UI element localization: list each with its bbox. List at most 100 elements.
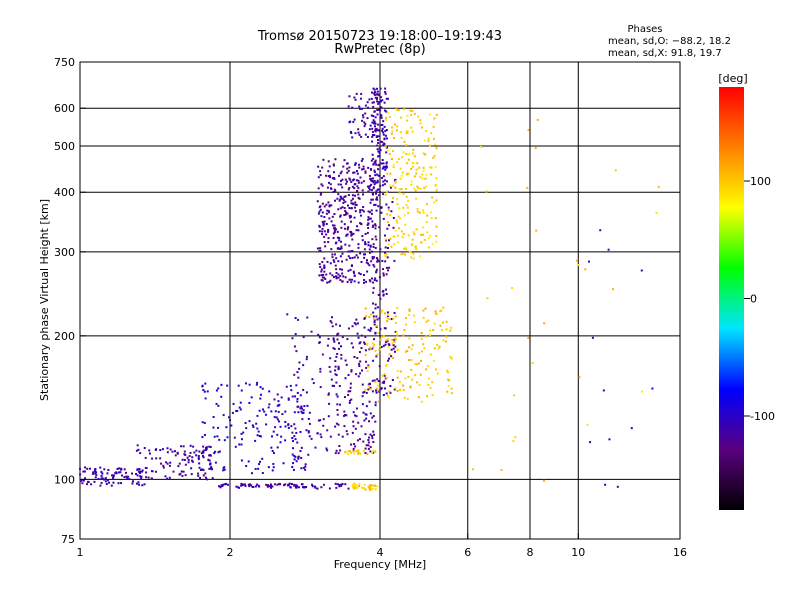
echo-point	[340, 179, 343, 182]
colorbar-tick-label: 0	[750, 293, 757, 306]
echo-point	[355, 92, 358, 95]
echo-point	[155, 448, 158, 451]
echo-point	[258, 460, 261, 463]
echo-point	[334, 264, 337, 267]
echo-point	[414, 363, 417, 366]
echo-point	[330, 248, 333, 251]
echo-point	[316, 200, 319, 203]
echo-point	[369, 487, 372, 490]
echo-point	[217, 387, 220, 390]
echo-point	[374, 277, 377, 280]
echo-point	[352, 425, 355, 428]
echo-point	[343, 425, 346, 428]
echo-point	[291, 465, 294, 468]
echo-point	[374, 130, 377, 133]
echo-point	[344, 359, 347, 362]
echo-point	[389, 385, 392, 388]
echo-point	[340, 196, 343, 199]
echo-point	[351, 185, 354, 188]
echo-point	[357, 421, 360, 424]
echo-point	[238, 406, 241, 409]
echo-point	[265, 483, 268, 486]
y-tick-label: 300	[54, 246, 75, 259]
echo-point	[380, 345, 383, 348]
echo-point	[390, 348, 393, 351]
echo-point	[441, 321, 444, 324]
echo-point	[408, 359, 411, 362]
echo-point	[352, 487, 355, 490]
echo-point	[317, 165, 320, 168]
echo-point	[174, 454, 177, 457]
echo-point	[371, 390, 374, 393]
echo-point	[336, 338, 339, 341]
echo-point	[366, 342, 369, 345]
echo-point	[402, 192, 405, 195]
echo-point	[373, 203, 376, 206]
echo-point	[405, 246, 408, 249]
echo-point	[332, 338, 335, 341]
echo-point	[247, 483, 250, 486]
echo-point	[378, 147, 381, 150]
echo-point	[162, 466, 165, 469]
echo-point	[126, 476, 129, 479]
echo-point	[328, 204, 331, 207]
echo-point	[366, 101, 369, 104]
echo-point	[435, 225, 438, 228]
echo-point	[394, 345, 397, 348]
echo-point	[318, 210, 321, 213]
echo-point	[428, 113, 431, 116]
echo-point	[258, 485, 261, 488]
echo-point	[297, 486, 300, 489]
echo-point	[331, 325, 334, 328]
echo-point	[371, 134, 374, 137]
echo-point	[527, 129, 530, 132]
echo-point	[333, 260, 336, 263]
echo-point	[347, 169, 350, 172]
echo-point	[330, 204, 333, 207]
echo-point	[252, 425, 255, 428]
echo-point	[366, 106, 369, 109]
echo-point	[215, 402, 218, 405]
echo-point	[352, 411, 355, 414]
echo-point	[172, 470, 175, 473]
echo-point	[137, 481, 140, 484]
echo-point	[377, 400, 380, 403]
echo-point	[327, 337, 330, 340]
echo-point	[408, 337, 411, 340]
echo-point	[344, 276, 347, 279]
echo-point	[304, 465, 307, 468]
echo-point	[431, 242, 434, 245]
echo-point	[131, 482, 134, 485]
echo-point	[377, 174, 380, 177]
echo-point	[367, 222, 370, 225]
echo-point	[381, 259, 384, 262]
y-axis-label: Stationary phase Virtual Height [km]	[38, 199, 51, 401]
echo-point	[340, 357, 343, 360]
echo-point	[348, 278, 351, 281]
echo-point	[169, 461, 172, 464]
echo-point	[393, 123, 396, 126]
echo-point	[339, 268, 342, 271]
echo-point	[412, 148, 415, 151]
echo-point	[355, 229, 358, 232]
echo-point	[100, 481, 103, 484]
echo-point	[138, 472, 141, 475]
colorbar-gradient	[719, 87, 744, 510]
echo-point	[100, 470, 103, 473]
echo-point	[376, 113, 379, 116]
echo-point	[304, 463, 307, 466]
echo-point	[212, 416, 215, 419]
echo-point	[259, 435, 262, 438]
y-tick-label: 400	[54, 186, 75, 199]
echo-point	[231, 411, 234, 414]
echo-point	[347, 255, 350, 258]
echo-point	[140, 475, 143, 478]
echo-point	[333, 188, 336, 191]
echo-point	[388, 153, 391, 156]
echo-point	[392, 137, 395, 140]
echo-point	[385, 180, 388, 183]
echo-point	[294, 438, 297, 441]
echo-point	[311, 378, 314, 381]
echo-point	[306, 316, 309, 319]
echo-point	[338, 199, 341, 202]
